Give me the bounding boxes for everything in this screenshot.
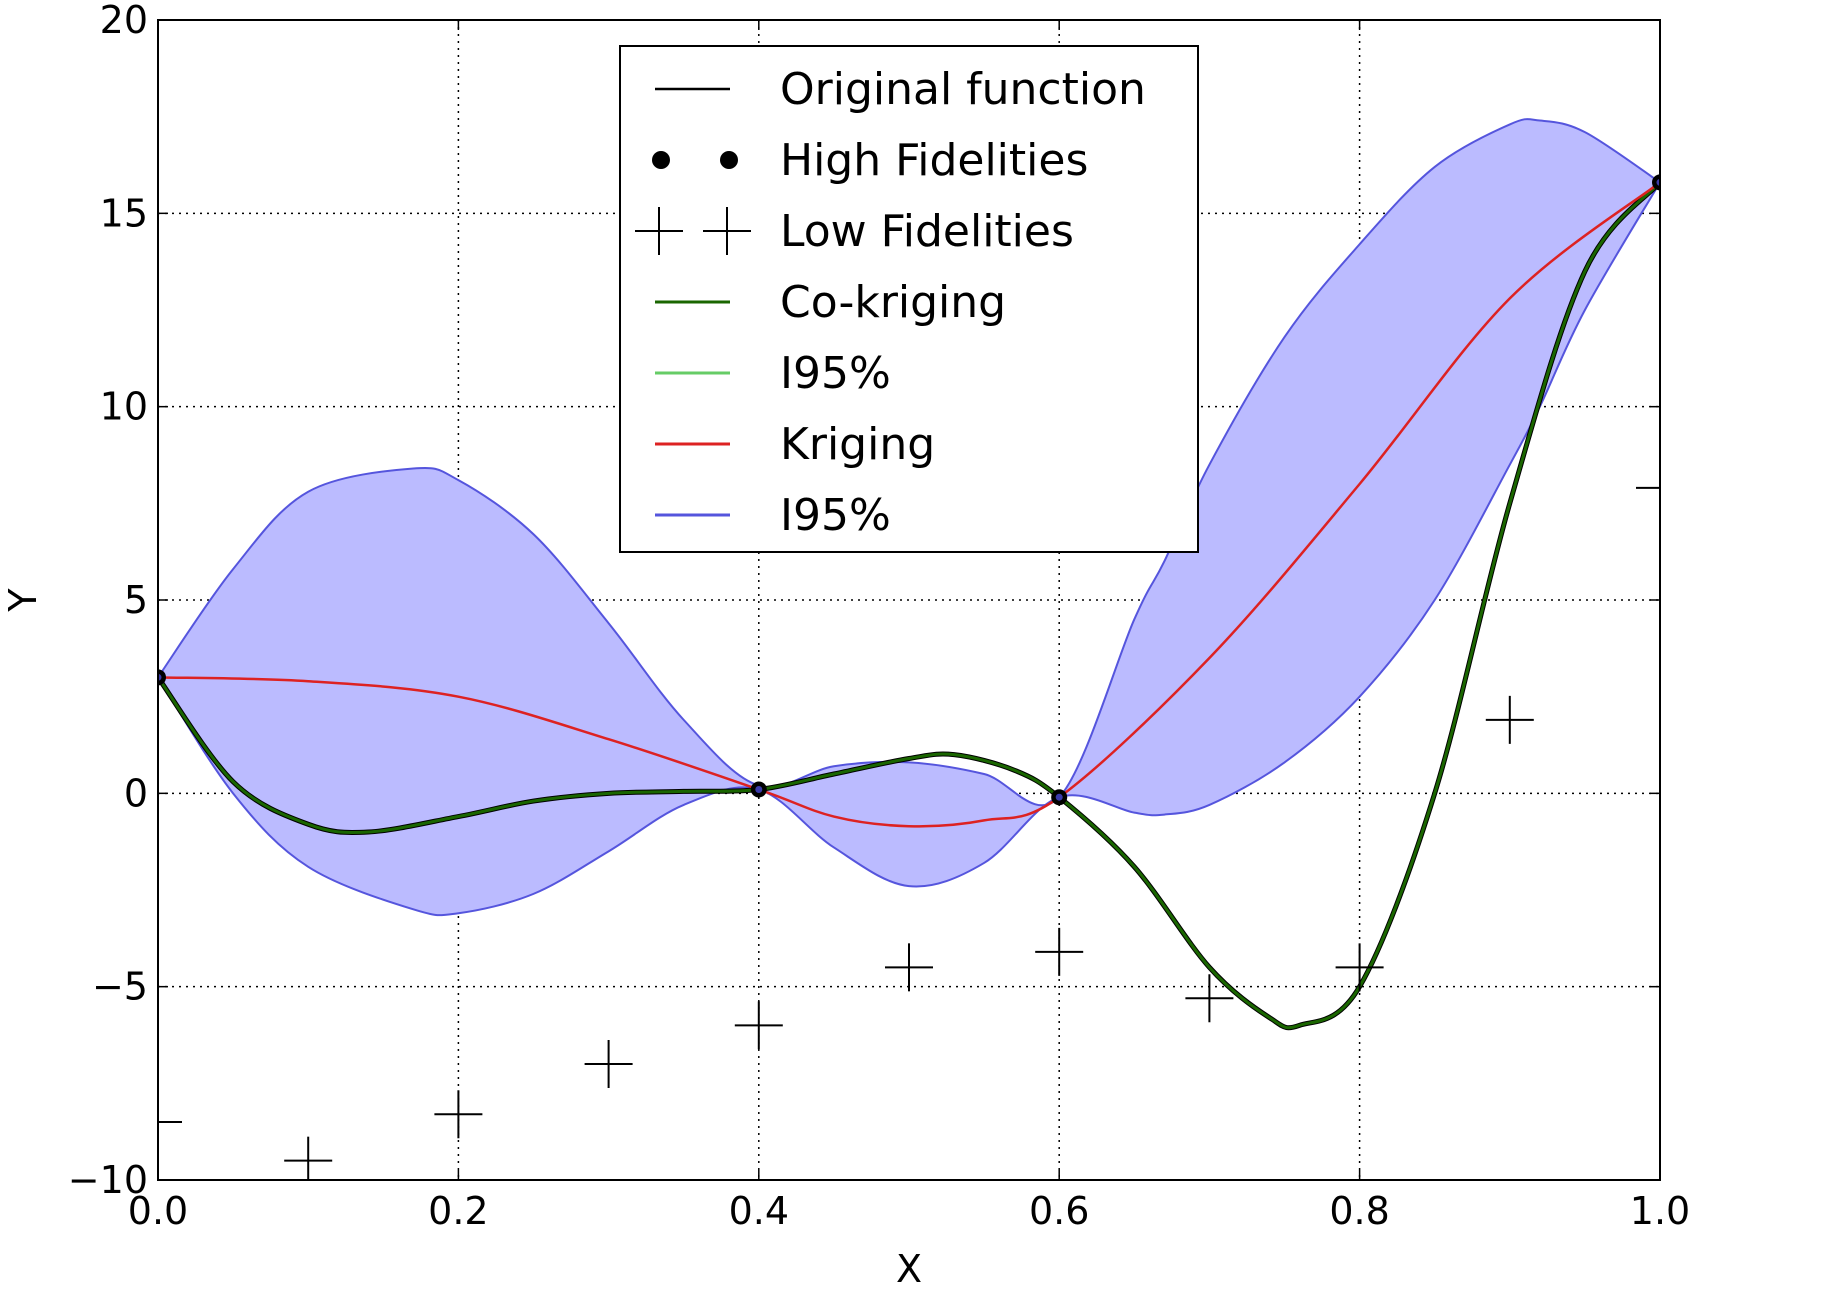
low-fidelity-point <box>158 1098 182 1146</box>
low-fidelity-point <box>734 1001 783 1050</box>
x-tick-label: 0.8 <box>1329 1189 1389 1233</box>
legend-label: Original function <box>780 64 1146 115</box>
x-tick-label: 0.4 <box>729 1189 789 1233</box>
x-tick-label: 0.6 <box>1029 1189 1089 1233</box>
low-fidelity-point <box>584 1040 633 1088</box>
legend-entry: Original function <box>655 64 1146 115</box>
legend-entry: I95% <box>655 490 891 541</box>
series-lines <box>158 180 1660 1031</box>
high-fidelity-point-center <box>755 785 763 793</box>
ticks: 0.0 0.2 0.4 0.6 0.8 1.0 −10 −5 0 5 10 15 20 <box>68 0 1690 1233</box>
legend-label: I95% <box>780 490 891 541</box>
high-fidelity-point <box>158 669 166 686</box>
series-line-co-kriging <box>158 181 1660 1030</box>
low-fidelity-point <box>434 1090 483 1139</box>
y-tick-label: −10 <box>68 1158 148 1202</box>
series-line-kriging <box>158 181 1660 828</box>
y-tick-label: 5 <box>124 578 148 622</box>
x-tick-label: 0.2 <box>428 1189 488 1233</box>
y-tick-label: 20 <box>100 0 148 42</box>
low-fidelity-point <box>1335 943 1384 992</box>
legend-entry: Kriging <box>655 419 935 470</box>
x-tick-label: 1.0 <box>1630 1189 1690 1233</box>
markers <box>158 174 1660 1180</box>
low-fidelity-point <box>1035 927 1084 976</box>
legend-entry: I95% <box>655 348 891 399</box>
legend: Original function High Fidelities Low Fide… <box>619 45 1199 553</box>
y-tick-label: −5 <box>92 965 148 1009</box>
low-fidelity-point <box>1185 974 1234 1023</box>
legend-entry: Low Fidelities <box>635 206 1074 257</box>
x-axis-label: X <box>896 1247 922 1290</box>
legend-label: Kriging <box>780 419 935 470</box>
legend-label: Low Fidelities <box>780 206 1074 257</box>
high-fidelity-point-center <box>1055 793 1063 801</box>
legend-label: I95% <box>780 348 891 399</box>
high-fidelity-point <box>1652 174 1660 191</box>
legend-box <box>619 45 1199 553</box>
y-tick-label: 15 <box>100 191 148 235</box>
kriging-lower-bound <box>158 181 1660 917</box>
legend-dot-swatch <box>652 151 670 169</box>
low-fidelity-point <box>284 1136 333 1180</box>
y-tick-label: 0 <box>124 771 148 815</box>
x-tick-label: 0.0 <box>128 1189 188 1233</box>
low-fidelity-point <box>1485 695 1534 744</box>
legend-label: Co-kriging <box>780 277 1006 328</box>
legend-entry: High Fidelities <box>652 135 1088 186</box>
legend-label: High Fidelities <box>780 135 1088 186</box>
kriging-upper-bound <box>158 118 1660 807</box>
y-axis-label: Y <box>1 588 45 613</box>
y-tick-label: 10 <box>100 385 148 429</box>
legend-entry: Co-kriging <box>655 277 1006 328</box>
low-fidelity-point <box>1636 463 1660 512</box>
low-fidelity-point <box>885 943 933 992</box>
legend-dot-swatch <box>720 151 738 169</box>
